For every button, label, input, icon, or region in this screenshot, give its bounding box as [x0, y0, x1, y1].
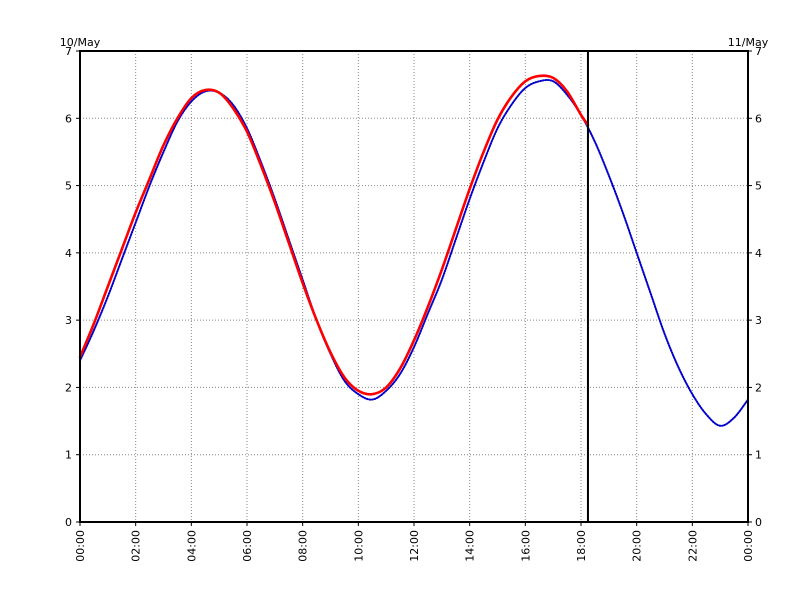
y-tick-label-right: 0: [755, 516, 762, 529]
y-tick-label-right: 1: [755, 449, 762, 462]
x-tick-label: 22:00: [686, 530, 699, 562]
y-tick-label-right: 3: [755, 314, 762, 327]
y-tick-label-right: 7: [755, 45, 762, 58]
y-tick-label-right: 6: [755, 112, 762, 125]
y-tick-label-left: 5: [65, 180, 72, 193]
x-tick-label: 00:00: [74, 530, 87, 562]
x-tick-label: 20:00: [631, 530, 644, 562]
y-tick-label-left: 4: [65, 247, 72, 260]
x-tick-label: 02:00: [130, 530, 143, 562]
y-tick-label-left: 2: [65, 381, 72, 394]
x-tick-label: 04:00: [185, 530, 198, 562]
y-tick-label-left: 0: [65, 516, 72, 529]
y-tick-label-left: 3: [65, 314, 72, 327]
y-tick-label-left: 1: [65, 449, 72, 462]
y-tick-label-left: 6: [65, 112, 72, 125]
y-tick-label-right: 2: [755, 381, 762, 394]
date-label-left: 10/May: [60, 36, 101, 49]
x-tick-label: 06:00: [241, 530, 254, 562]
x-tick-label: 18:00: [575, 530, 588, 562]
observed-tide-series-line: [78, 74, 590, 396]
tick-layer: 0 0 1 1 2 2 3 3 4 4 5 5 6 6 7 7 00:00 02:00 04:00 06:00 08:0…: [65, 45, 762, 562]
x-tick-label: 14:00: [464, 530, 477, 562]
series-layer: [78, 74, 749, 427]
y-tick-label-right: 4: [755, 247, 762, 260]
x-tick-label: 10:00: [352, 530, 365, 562]
date-label-right: 11/May: [728, 36, 769, 49]
grid-layer: [80, 51, 748, 522]
y-tick-label-left: 7: [65, 45, 72, 58]
y-tick-label-right: 5: [755, 180, 762, 193]
x-tick-label: 12:00: [408, 530, 421, 562]
x-tick-label: 08:00: [297, 530, 310, 562]
x-tick-label: 16:00: [519, 530, 532, 562]
predicted-tide-series-line: [79, 79, 749, 427]
x-tick-label: 00:00: [742, 530, 755, 562]
